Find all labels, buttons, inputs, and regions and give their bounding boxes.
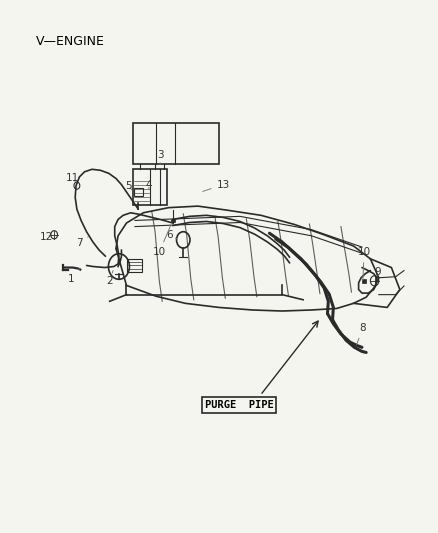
Text: PURGE  PIPE: PURGE PIPE: [205, 400, 274, 410]
Bar: [171, 219, 175, 222]
Text: 6: 6: [166, 230, 177, 240]
Bar: [362, 279, 366, 283]
Text: 10: 10: [357, 247, 371, 280]
Text: 2: 2: [106, 271, 113, 286]
Text: 1: 1: [68, 269, 79, 284]
Bar: [133, 169, 167, 205]
Text: 11: 11: [66, 173, 79, 183]
Text: 13: 13: [203, 180, 230, 191]
Bar: [133, 123, 219, 164]
Bar: [134, 188, 143, 196]
Text: 12: 12: [40, 232, 53, 242]
Text: 4: 4: [145, 180, 152, 190]
Text: 5: 5: [125, 181, 132, 191]
Text: V—ENGINE: V—ENGINE: [36, 35, 105, 48]
Text: 10: 10: [153, 225, 171, 257]
Text: 7: 7: [76, 237, 88, 248]
Bar: [127, 260, 141, 272]
Text: 3: 3: [157, 150, 163, 164]
Text: 8: 8: [357, 323, 366, 345]
Text: 9: 9: [374, 266, 381, 277]
